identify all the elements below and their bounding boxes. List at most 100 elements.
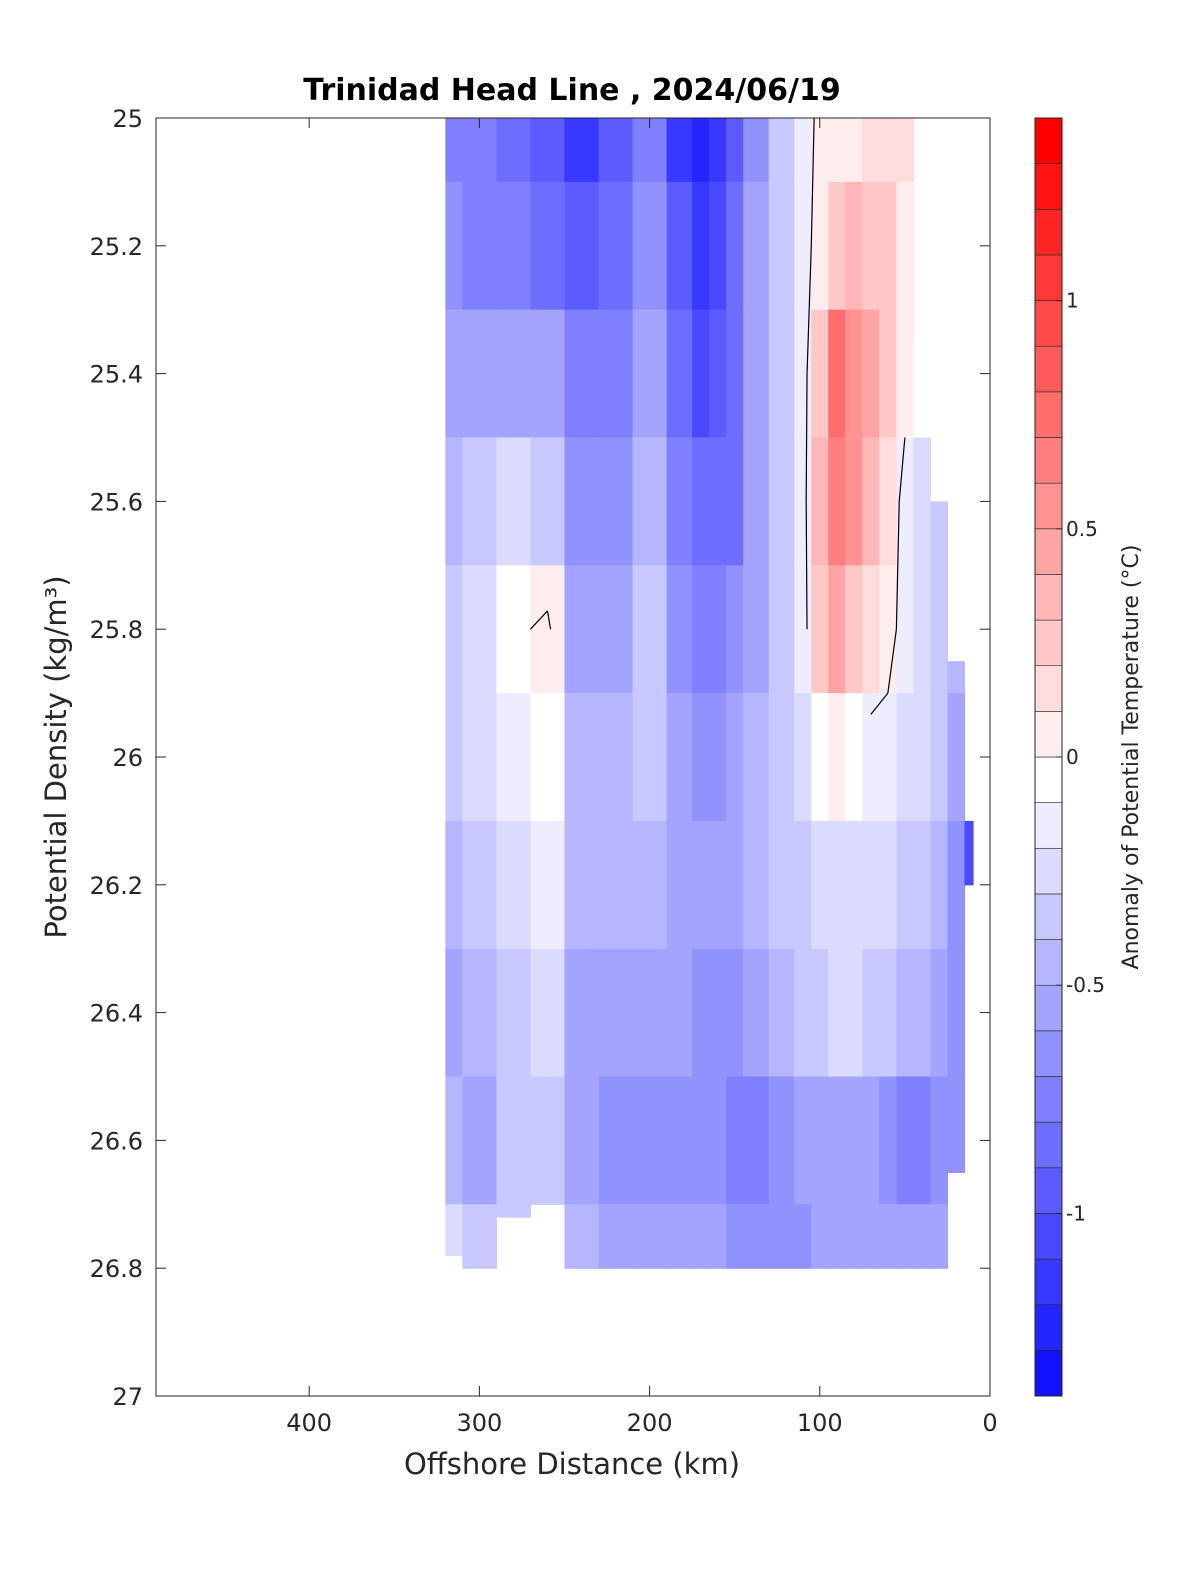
heatmap-cell xyxy=(794,1204,812,1269)
heatmap-cell xyxy=(726,181,744,311)
heatmap-cell xyxy=(726,948,744,1078)
x-tick-label: 300 xyxy=(456,1409,502,1437)
heatmap-cell xyxy=(768,820,795,950)
heatmap-cell xyxy=(743,118,770,183)
heatmap-cell xyxy=(692,820,710,950)
heatmap-cell xyxy=(564,820,600,950)
heatmap-cell xyxy=(896,309,915,439)
heatmap-cell xyxy=(896,820,915,950)
heatmap-cell xyxy=(947,693,966,822)
heatmap-cell xyxy=(743,820,770,950)
y-tick-label: 26.4 xyxy=(90,1000,143,1028)
heatmap-cell xyxy=(794,693,812,822)
heatmap-cell xyxy=(496,948,532,1078)
contour-segment xyxy=(895,501,900,630)
heatmap-cell xyxy=(709,820,727,950)
heatmap-cell xyxy=(692,118,710,183)
colorbar-segment xyxy=(1034,1030,1063,1077)
heatmap-cell xyxy=(811,1204,829,1269)
colorbar-segment xyxy=(1034,254,1063,301)
y-tick-label: 25.6 xyxy=(90,488,143,516)
colorbar-segment xyxy=(1034,665,1063,712)
colorbar-segment xyxy=(1034,1304,1063,1351)
heatmap-cell xyxy=(692,693,710,822)
heatmap-cell xyxy=(828,565,846,694)
heatmap-cell xyxy=(632,693,668,822)
heatmap-cell xyxy=(794,948,812,1078)
heatmap-cell xyxy=(632,181,668,311)
heatmap-cell xyxy=(709,181,727,311)
heatmap-cell xyxy=(564,693,600,822)
heatmap-cell xyxy=(496,820,532,950)
heatmap-cell xyxy=(632,309,668,439)
heatmap-cell xyxy=(879,118,897,183)
heatmap-cell xyxy=(564,565,600,694)
heatmap-cell xyxy=(462,948,498,1078)
heatmap-cell xyxy=(768,948,795,1078)
heatmap-cell xyxy=(794,118,812,183)
heatmap-cell xyxy=(496,118,532,183)
heatmap-cell xyxy=(530,118,566,183)
heatmap-cell xyxy=(862,820,880,950)
heatmap-cell xyxy=(598,565,634,694)
heatmap-cell xyxy=(598,948,634,1078)
colorbar-segment xyxy=(1034,1121,1063,1169)
colorbar-segment xyxy=(1034,1167,1063,1214)
heatmap-cell xyxy=(666,693,693,822)
heatmap-cell xyxy=(930,565,949,694)
heatmap-cell xyxy=(896,693,915,822)
heatmap-cell xyxy=(726,1076,744,1205)
chart-title: Trinidad Head Line , 2024/06/19 xyxy=(303,73,840,108)
heatmap-cell xyxy=(828,181,846,311)
heatmap-cell xyxy=(862,565,880,694)
heatmap-cell xyxy=(845,1076,863,1205)
heatmap-cell xyxy=(743,181,770,311)
heatmap-cell xyxy=(445,1204,463,1257)
heatmap-cell xyxy=(743,437,770,566)
colorbar-tick-label: 0 xyxy=(1066,745,1079,769)
heatmap-cell xyxy=(743,565,770,694)
x-axis: 400 300 200 100 0 xyxy=(286,118,998,1437)
heatmap-cell xyxy=(462,1204,498,1269)
heatmap-cell xyxy=(862,309,880,439)
heatmap-cell xyxy=(709,1204,727,1269)
heatmap-cell xyxy=(462,437,498,566)
heatmap-cell xyxy=(768,1204,795,1269)
heatmap-cell xyxy=(879,1076,897,1205)
heatmap-cell xyxy=(811,181,829,311)
heatmap-cell xyxy=(879,693,897,822)
heatmap-cell xyxy=(632,1204,668,1269)
y-tick-label: 25.2 xyxy=(90,233,143,261)
heatmap-cell xyxy=(666,1204,693,1269)
heatmap-cell xyxy=(947,1076,966,1173)
heatmap-cell xyxy=(445,309,463,439)
heatmap-cell xyxy=(726,1204,744,1269)
contour-segment xyxy=(530,610,548,630)
heatmap-cell xyxy=(564,437,600,566)
heatmap-cell xyxy=(726,565,744,694)
heatmap-cell xyxy=(845,948,863,1078)
heatmap-cell xyxy=(666,1076,693,1205)
heatmap-cell xyxy=(709,1076,727,1205)
heatmap-cell xyxy=(598,437,634,566)
heatmap-cell xyxy=(530,437,566,566)
heatmap-cell xyxy=(879,820,897,950)
heatmap-cell xyxy=(462,309,498,439)
heatmap-cell xyxy=(930,1204,949,1269)
colorbar-segment xyxy=(1034,893,1063,940)
heatmap-cell xyxy=(598,181,634,311)
y-axis: 25 25.2 25.4 25.6 25.8 26 26.2 26.4 26.6 26.8 27 xyxy=(90,105,990,1411)
heatmap-cell xyxy=(692,437,710,566)
heatmap-cell xyxy=(879,948,897,1078)
colorbar-segment xyxy=(1034,1076,1063,1123)
heatmap-cell xyxy=(743,1204,770,1269)
heatmap-cell xyxy=(930,1076,949,1205)
colorbar-segment xyxy=(1034,163,1063,210)
heatmap-cell xyxy=(845,309,863,439)
heatmap-cell xyxy=(947,661,966,694)
heatmap-cell xyxy=(530,565,566,694)
colorbar-ticks: -1 -0.5 0 0.5 1 xyxy=(1056,289,1105,1225)
heatmap-cell xyxy=(930,820,949,950)
heatmap-cell xyxy=(828,1204,846,1269)
